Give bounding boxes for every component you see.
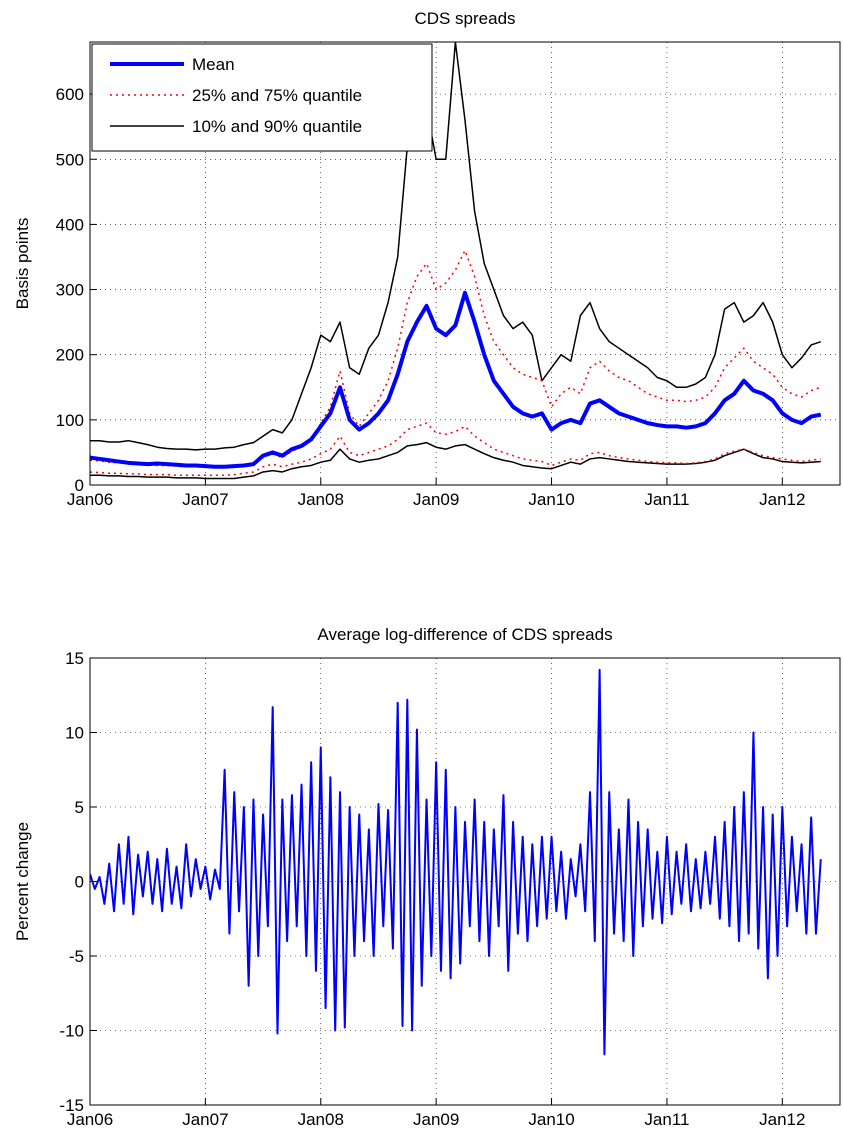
x-tick-label: Jan12: [759, 1110, 805, 1129]
y-tick-label: -10: [59, 1022, 84, 1041]
y-axis-label: Percent change: [13, 822, 32, 941]
chart-title: CDS spreads: [414, 9, 515, 28]
data-line: [90, 290, 822, 469]
legend-box: [91, 43, 433, 152]
x-tick-label: Jan10: [528, 1110, 574, 1129]
y-tick-label: 300: [56, 281, 84, 300]
x-tick-label: Jan12: [759, 490, 805, 509]
y-tick-label: 600: [56, 85, 84, 104]
x-tick-label: Jan10: [528, 490, 574, 509]
x-tick-label: Jan11: [644, 490, 689, 509]
series-group: [90, 668, 822, 1056]
data-line: [90, 422, 821, 476]
x-tick-label: Jan08: [298, 490, 344, 509]
y-tick-label: 100: [56, 411, 84, 430]
y-tick-label: 200: [56, 346, 84, 365]
legend-label: Mean: [192, 55, 235, 74]
y-tick-label: -15: [59, 1096, 84, 1115]
x-tick-label: Jan07: [182, 1110, 228, 1129]
legend-label: 25% and 75% quantile: [192, 86, 362, 105]
y-tick-label: 15: [65, 649, 84, 668]
chart-title: Average log-difference of CDS spreads: [317, 625, 612, 644]
data-line: [90, 668, 822, 1056]
y-tick-label: -5: [69, 947, 84, 966]
y-tick-label: 400: [56, 215, 84, 234]
y-tick-label: 10: [65, 724, 84, 743]
y-axis-label: Basis points: [13, 218, 32, 310]
x-tick-label: Jan07: [182, 490, 228, 509]
y-tick-label: 5: [75, 798, 84, 817]
x-tick-label: Jan11: [644, 1110, 689, 1129]
legend-label: 10% and 90% quantile: [192, 117, 362, 136]
y-tick-label: 0: [75, 873, 84, 892]
x-tick-label: Jan06: [67, 490, 113, 509]
plot-frame: [89, 657, 841, 1106]
x-tick-label: Jan06: [67, 1110, 113, 1129]
series-group: [90, 42, 822, 480]
plot-frame: [89, 41, 841, 486]
x-tick-label: Jan09: [413, 490, 459, 509]
x-tick-label: Jan08: [298, 1110, 344, 1129]
y-tick-label: 500: [56, 150, 84, 169]
data-line: [90, 42, 822, 451]
x-tick-label: Jan09: [413, 1110, 459, 1129]
y-tick-label: 0: [75, 476, 84, 495]
